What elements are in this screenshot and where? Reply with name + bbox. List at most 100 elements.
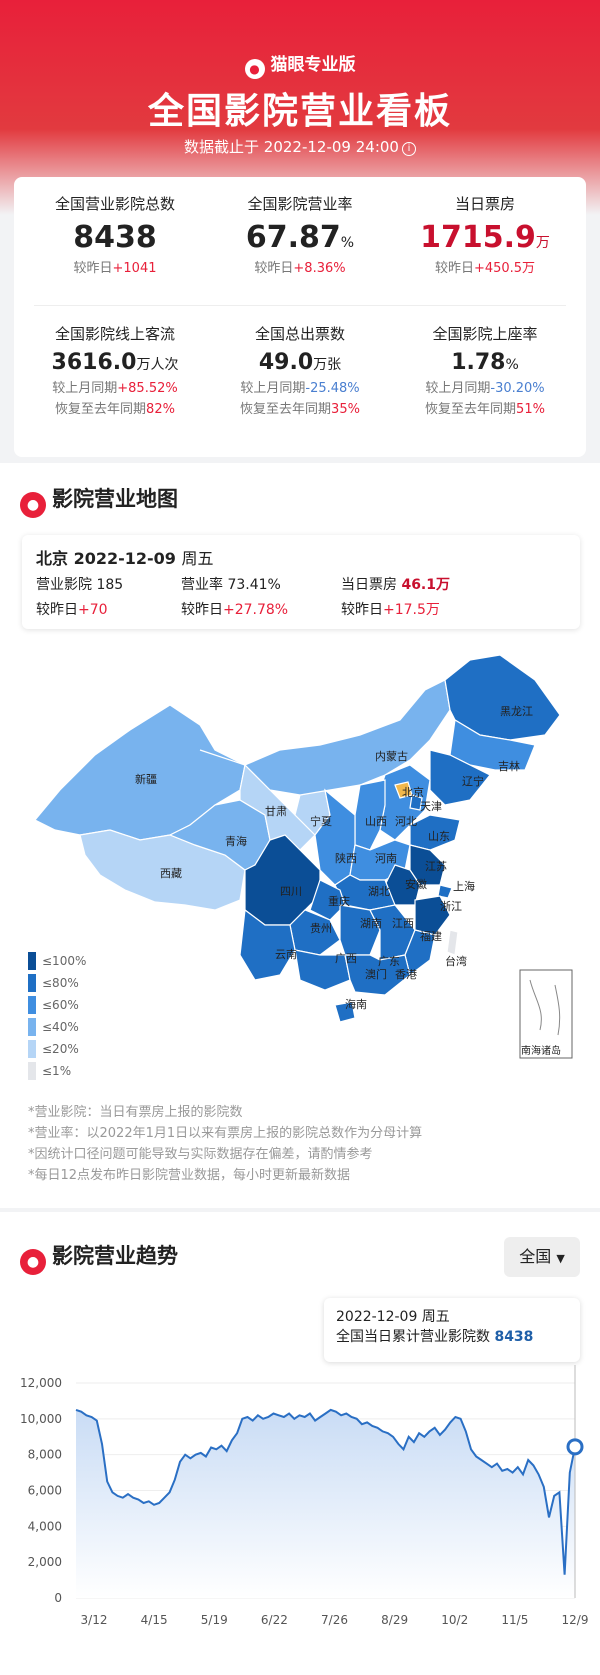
svg-text:黑龙江: 黑龙江 <box>500 705 533 718</box>
province-shanghai[interactable] <box>437 884 453 899</box>
svg-text:贵州: 贵州 <box>310 922 332 935</box>
legend-swatch <box>28 952 36 970</box>
svg-text:天津: 天津 <box>420 800 442 813</box>
y-tick-label: 10,000 <box>20 1412 62 1426</box>
x-tick-label: 7/26 <box>321 1613 348 1627</box>
note-1: *营业影院：当日有票房上报的影院数 <box>28 1105 243 1120</box>
svg-text:上海: 上海 <box>453 879 475 893</box>
x-tick-label: 8/29 <box>381 1613 408 1627</box>
province-tianjin[interactable] <box>409 794 423 811</box>
brand-label: 猫眼专业版 <box>270 55 356 75</box>
note-2: *营业率：以2022年1月1日以来有票房上报的影院总数作为分母计算 <box>28 1126 423 1141</box>
province-guangdong[interactable] <box>344 954 411 996</box>
stat-operating-rate: 全国影院营业率 67.87% 较昨日+8.36% <box>205 193 395 276</box>
y-tick-label: 4,000 <box>28 1519 62 1533</box>
stat-label: 当日票房 <box>454 195 515 213</box>
svg-text:云南: 云南 <box>275 948 297 961</box>
stat-compare-year: 恢复至去年同期51% <box>425 402 545 417</box>
svg-text:陕西: 陕西 <box>335 851 357 865</box>
trend-section-title: ● 影院营业趋势 <box>20 1240 178 1275</box>
stat-label: 全国营业影院总数 <box>54 195 175 213</box>
x-tick-label: 11/5 <box>501 1613 528 1627</box>
info-icon[interactable]: i <box>401 142 416 156</box>
china-map[interactable]: 新疆 西藏 青海 甘肃 宁夏 内蒙古 黑龙江 吉林 辽宁 北京 天津 河北 山西… <box>0 640 600 1090</box>
svg-text:江苏: 江苏 <box>425 860 447 873</box>
province-labels: 新疆 西藏 青海 甘肃 宁夏 内蒙古 黑龙江 吉林 辽宁 北京 天津 河北 山西… <box>135 705 533 1011</box>
stat-compare: 较昨日+1041 <box>73 261 157 276</box>
legend-item: ≤80% <box>28 972 86 994</box>
map-legend: ≤100% ≤80% ≤60% ≤40% ≤20% ≤1% <box>28 950 86 1082</box>
province-liaoning[interactable] <box>429 749 491 806</box>
maoyan-logo-icon: ● <box>244 59 265 79</box>
svg-text:山西: 山西 <box>365 815 387 828</box>
svg-text:河北: 河北 <box>395 815 417 828</box>
city-cinemas-compare: 较昨日+70 <box>36 602 108 618</box>
legend-swatch <box>28 996 36 1014</box>
legend-label: ≤20% <box>42 1042 79 1056</box>
trend-chart[interactable]: 0 2,000 4,000 6,000 8,000 10,000 12,000 3/12 4/1… <box>0 1365 600 1665</box>
legend-label: ≤1% <box>42 1064 72 1078</box>
city-rate: 营业率 73.41% <box>181 577 281 593</box>
stat-compare: 较昨日+450.5万 <box>434 261 536 276</box>
note-3: *因统计口径问题可能导致与实际数据存在偏差，请酌情参考 <box>28 1147 373 1162</box>
province-taiwan[interactable] <box>446 929 459 956</box>
province-yunnan[interactable] <box>239 908 296 981</box>
province-heilongjiang[interactable] <box>444 654 561 741</box>
city-bo-compare: 较昨日+17.5万 <box>341 602 440 618</box>
x-tick-label: 6/22 <box>261 1613 288 1627</box>
svg-text:四川: 四川 <box>280 885 302 898</box>
y-tick-label: 0 <box>54 1591 62 1605</box>
x-tick-label: 5/19 <box>201 1613 228 1627</box>
x-tick-label: 4/15 <box>141 1613 168 1627</box>
stat-occupancy: 全国影院上座率 1.78% 较上月同期-30.20% 恢复至去年同期51% <box>390 323 580 417</box>
data-cutoff: 数据截止于 2022-12-09 24:00 i <box>0 136 600 157</box>
city-compare-row: 较昨日+70 较昨日+27.78% 较昨日+17.5万 <box>36 599 566 619</box>
svg-text:福建: 福建 <box>420 929 442 943</box>
hover-point[interactable] <box>566 1438 584 1456</box>
legend-swatch <box>28 974 36 992</box>
svg-text:甘肃: 甘肃 <box>265 805 287 818</box>
region-select[interactable]: 全国 ▼ <box>504 1237 580 1277</box>
province-zhejiang[interactable] <box>414 895 451 936</box>
page-title: 全国影院营业看板 <box>147 91 452 132</box>
legend-label: ≤40% <box>42 1020 79 1034</box>
svg-text:台湾: 台湾 <box>445 954 467 968</box>
city-rate-compare: 较昨日+27.78% <box>181 602 289 618</box>
stat-compare-month: 较上月同期-25.48% <box>240 381 360 396</box>
svg-text:安徽: 安徽 <box>405 877 427 891</box>
province-neimenggu[interactable] <box>243 679 451 796</box>
y-tick-label: 2,000 <box>28 1555 62 1569</box>
svg-text:新疆: 新疆 <box>135 772 157 786</box>
svg-text:宁夏: 宁夏 <box>310 814 332 828</box>
city-weekday: 周五 <box>181 549 214 568</box>
province-hubei[interactable] <box>334 874 396 911</box>
region-select-label: 全国 <box>519 1247 552 1266</box>
brand: ● 猫眼专业版 <box>0 50 600 79</box>
stat-value: 49.0万张 <box>258 350 342 375</box>
stat-box-office: 当日票房 1715.9万 较昨日+450.5万 <box>390 193 580 276</box>
svg-text:南海诸岛: 南海诸岛 <box>521 1044 561 1057</box>
legend-item: ≤20% <box>28 1038 86 1060</box>
stat-label: 全国影院线上客流 <box>54 325 175 343</box>
svg-text:西藏: 西藏 <box>160 867 182 880</box>
svg-text:浙江: 浙江 <box>440 900 462 913</box>
svg-text:青海: 青海 <box>225 834 247 848</box>
stat-compare: 较昨日+8.36% <box>254 261 346 276</box>
stats-card: 全国营业影院总数 8438 较昨日+1041 全国影院营业率 67.87% 较昨… <box>14 177 586 457</box>
note-4: *每日12点发布昨日影院营业数据，每小时更新最新数据 <box>28 1168 351 1183</box>
legend-item: ≤60% <box>28 994 86 1016</box>
stat-compare-month: 较上月同期+85.52% <box>52 381 178 396</box>
province-hainan[interactable] <box>334 1001 356 1023</box>
province-xizang[interactable] <box>79 829 246 911</box>
tooltip-date: 2022-12-09 周五 <box>336 1309 450 1325</box>
legend-label: ≤60% <box>42 998 79 1012</box>
province-chongqing[interactable] <box>309 879 346 921</box>
y-tick-label: 12,000 <box>20 1376 62 1390</box>
svg-text:内蒙古: 内蒙古 <box>375 749 408 763</box>
stat-label: 全国总出票数 <box>254 325 345 343</box>
series-area <box>76 1409 575 1598</box>
stat-compare-year: 恢复至去年同期35% <box>240 402 360 417</box>
stat-tickets: 全国总出票数 49.0万张 较上月同期-25.48% 恢复至去年同期35% <box>205 323 395 417</box>
south-china-sea-inset: 南海诸岛 <box>519 969 573 1059</box>
x-tick-label: 3/12 <box>81 1613 108 1627</box>
